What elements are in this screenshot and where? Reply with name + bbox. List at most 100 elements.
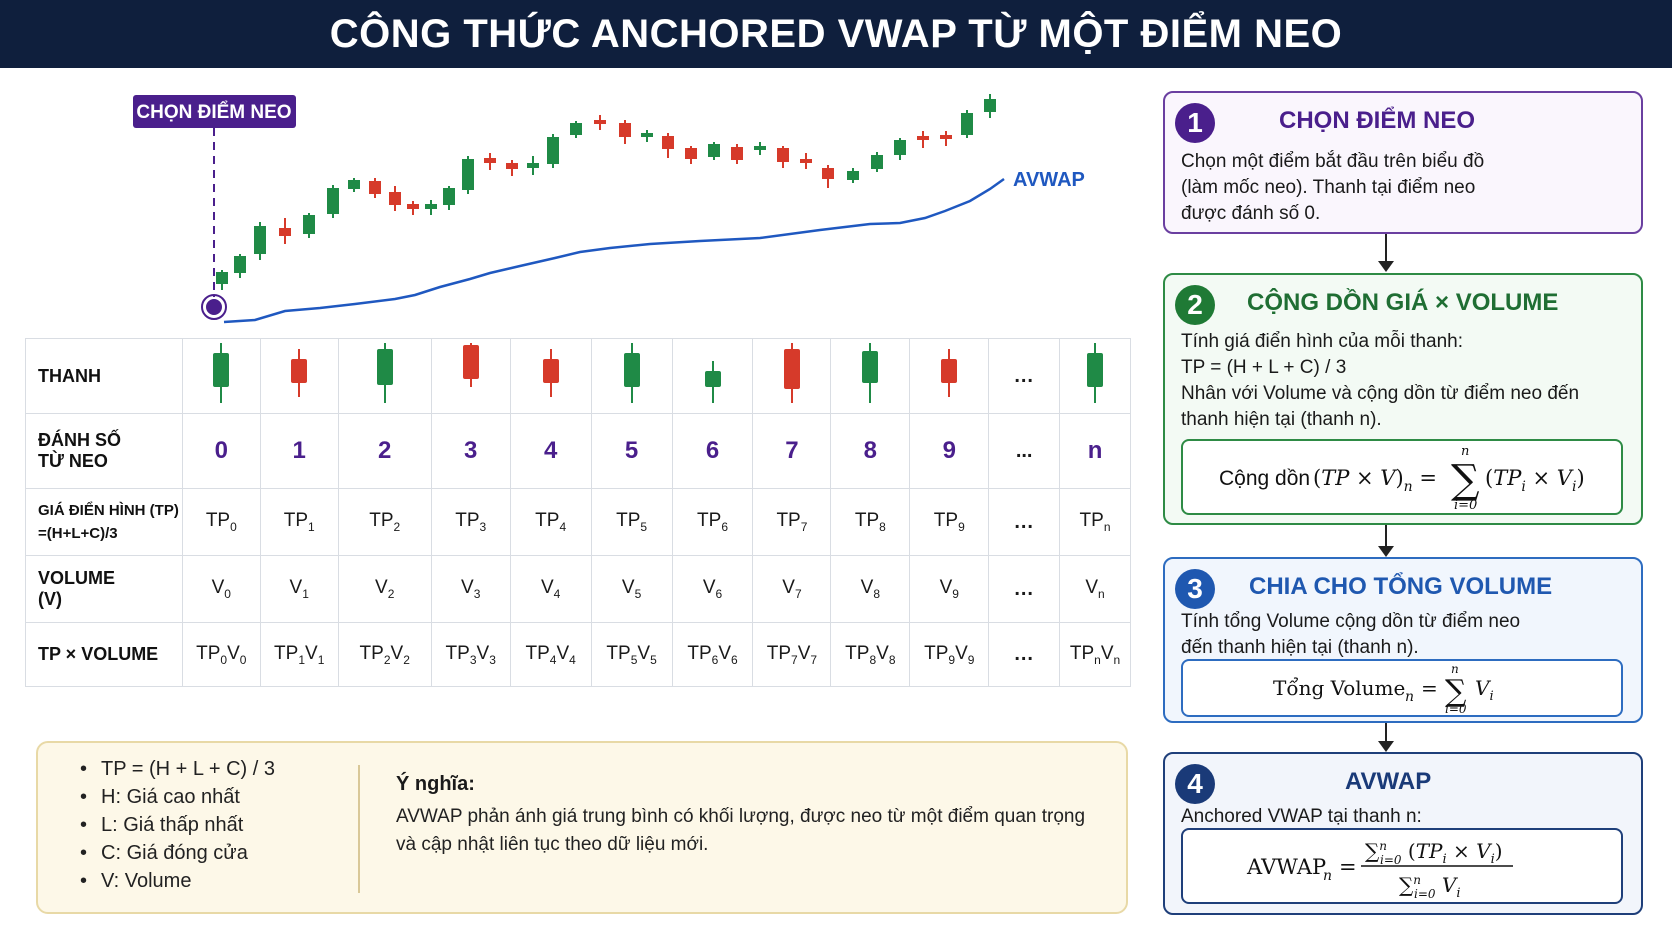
candle-body <box>641 133 653 137</box>
avwap-label: AVWAP <box>1013 169 1085 191</box>
volume-cell: V9 <box>909 555 990 623</box>
bullish-candle-icon <box>213 343 230 403</box>
volume-cell: V7 <box>752 555 832 623</box>
tp-cell: TP2 <box>337 488 432 556</box>
candle-body <box>369 181 381 194</box>
candle-cell <box>1059 338 1131 414</box>
candle-cell <box>830 338 911 414</box>
candle-body <box>547 137 559 164</box>
candle-body <box>484 158 496 163</box>
volume-cell: V0 <box>181 555 261 623</box>
step-1-card: 1 CHỌN ĐIỂM NEO Chọn một điểm bắt đầu tr… <box>1163 91 1643 234</box>
tp-cell: TPn <box>1059 488 1131 556</box>
svg-text:(TPi × Vi): (TPi × Vi) <box>1485 466 1585 495</box>
legend-item: C: Giá đóng cửa <box>80 839 275 867</box>
tp-cell: TP0 <box>181 488 261 556</box>
step-description: Tính giá điển hình của mỗi thanh: TP = (… <box>1181 331 1580 430</box>
volume-cell: V1 <box>259 555 339 623</box>
index-cell: 2 <box>337 413 432 489</box>
svg-text:i=0: i=0 <box>1454 498 1477 513</box>
tpv-cell: TP8V8 <box>830 622 911 687</box>
svg-text:n: n <box>1461 444 1469 459</box>
candle-body <box>594 120 606 124</box>
step-2-card: 2 CỘNG DỒN GIÁ × VOLUME Tính giá điển hì… <box>1163 273 1643 525</box>
candle-body <box>570 123 582 135</box>
meaning-text: AVWAP phản ánh giá trung bình có khối lư… <box>396 806 1086 855</box>
step-title: CHỌN ĐIỂM NEO <box>1279 107 1476 134</box>
svg-text:∑ni=0 Vi: ∑n i=0 Vi <box>1399 873 1461 901</box>
tpv-cell: TP2V2 <box>337 622 432 687</box>
bullish-candle-icon <box>623 343 640 403</box>
candle-body <box>348 180 360 189</box>
row-header-tp: GIÁ ĐIỂN HÌNH (TP) =(H+L+C)/3 <box>25 488 183 556</box>
candle-cell <box>752 338 832 414</box>
step-title: CHIA CHO TỔNG VOLUME <box>1249 573 1553 600</box>
tpv-cell: TP9V9 <box>909 622 990 687</box>
tp-cell: TP9 <box>909 488 990 556</box>
candle-body <box>685 148 697 159</box>
ellipsis-cell: ... <box>988 338 1061 414</box>
svg-text:n: n <box>1323 868 1332 884</box>
svg-text:Cộng dồn: Cộng dồn <box>1219 467 1310 490</box>
ellipsis-cell: ... <box>988 413 1061 489</box>
tp-cell: TP6 <box>671 488 754 556</box>
step-number-badge: 1 <box>1175 103 1215 143</box>
tpv-row: TP × VOLUME TP0V0 TP1V1 TP2V2 TP3V3 TP4V… <box>25 622 1131 687</box>
bullish-candle-icon <box>376 343 393 403</box>
row-header-volume: VOLUME (V) <box>25 555 183 623</box>
candle-body <box>871 155 883 169</box>
index-cell: 1 <box>259 413 339 489</box>
arrow-down-icon <box>1378 234 1394 272</box>
candle-cell <box>259 338 339 414</box>
cumulative-tpv-formula: Cộng dồn (TP × V)n = ∑ n i=0 (TPi × Vi) <box>1181 439 1623 515</box>
legend-item: L: Giá thấp nhất <box>80 811 275 839</box>
anchor-point[interactable] <box>204 297 224 317</box>
candle-cell <box>430 338 511 414</box>
meaning-title: Ý nghĩa: <box>396 773 475 795</box>
candle-body <box>462 159 474 190</box>
candle-cell <box>509 338 592 414</box>
header-banner: CÔNG THỨC ANCHORED VWAP TỪ MỘT ĐIỂM NEO <box>0 0 1672 68</box>
tp-cell: TP8 <box>830 488 911 556</box>
candle-body <box>506 163 518 169</box>
step-title: CỘNG DỒN GIÁ × VOLUME <box>1247 289 1559 316</box>
candle-cell <box>337 338 432 414</box>
candle-body <box>822 168 834 179</box>
bullish-candle-icon <box>704 343 721 403</box>
index-cell: 3 <box>430 413 511 489</box>
candlestick-series <box>216 94 996 290</box>
bearish-candle-icon <box>291 343 308 403</box>
row-header-candle: THANH <box>25 338 183 414</box>
candle-body <box>662 136 674 149</box>
candle-body <box>940 135 952 139</box>
candle-body <box>327 188 339 214</box>
candle-body <box>216 272 228 284</box>
price-chart: AVWAP CHỌN ĐIỂM NEO <box>133 94 1085 324</box>
svg-text:AVWAP: AVWAP <box>1246 855 1326 879</box>
svg-text:(TP × V)n =: (TP × V)n = <box>1313 466 1437 495</box>
step-description: Chọn một điểm bắt đầu trên biểu đồ (làm … <box>1181 151 1485 224</box>
candle-row: THANH ... <box>25 338 1131 414</box>
tp-cell: TP4 <box>509 488 592 556</box>
anchor-label: CHỌN ĐIỂM NEO <box>136 101 291 123</box>
volume-cell: V4 <box>509 555 592 623</box>
legend-list: TP = (H + L + C) / 3 H: Giá cao nhất L: … <box>80 755 275 895</box>
index-cell: 7 <box>752 413 832 489</box>
tp-cell: TP7 <box>752 488 832 556</box>
svg-text:i=0: i=0 <box>1445 702 1467 715</box>
candle-body <box>777 148 789 162</box>
step-number-badge: 2 <box>1175 285 1215 325</box>
candle-body <box>800 159 812 163</box>
candle-body <box>425 204 437 209</box>
tpv-cell: TP3V3 <box>430 622 511 687</box>
candle-body <box>894 140 906 155</box>
volume-row: VOLUME (V) V0 V1 V2 V3 V4 V5 V6 V7 V8 V9 … <box>25 555 1131 623</box>
ellipsis-cell: ... <box>988 488 1061 556</box>
bar-table: THANH ... ĐÁNH SỐ TỪ NEO 0 1 2 3 4 5 6 7 … <box>25 338 1131 687</box>
row-header-tpv: TP × VOLUME <box>25 622 183 687</box>
step-description: Tính tổng Volume cộng dồn từ điểm neo đế… <box>1181 611 1521 658</box>
svg-text:∑ni=0 (TPi × Vi): ∑n i=0 (TPi × Vi) <box>1365 839 1503 867</box>
tp-cell: TP5 <box>590 488 673 556</box>
bearish-candle-icon <box>462 343 479 403</box>
volume-cell: V3 <box>430 555 511 623</box>
